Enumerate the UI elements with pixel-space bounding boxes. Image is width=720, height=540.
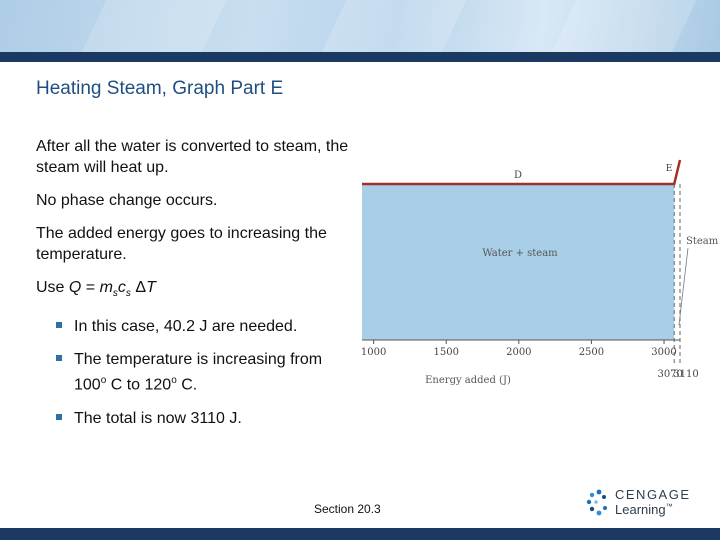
bullet-text-1: In this case, 40.2 J are needed. <box>74 318 298 336</box>
formula-line: Use Q = mscs ΔT <box>36 277 356 304</box>
x-tick-label: 3000 <box>651 347 676 358</box>
bullet-list: In this case, 40.2 J are needed. The tem… <box>36 316 356 428</box>
logo-learning-text: Learning <box>615 502 666 517</box>
formula-q: Q <box>68 279 82 296</box>
x-tick-label: 1500 <box>433 347 458 358</box>
formula-t: T <box>146 279 156 296</box>
formula-m: m <box>99 279 113 296</box>
slide-title: Heating Steam, Graph Part E <box>36 78 284 99</box>
logo-word-cengage: CENGAGE <box>615 487 691 502</box>
x-tick-label: 3110 <box>673 369 698 380</box>
paragraph-3: The added energy goes to increasing the … <box>36 225 327 263</box>
slide-body: After all the water is converted to stea… <box>36 136 356 441</box>
formula-delta: Δ <box>130 279 147 296</box>
water-steam-region <box>362 184 675 340</box>
degree-sup-1: o <box>100 375 107 387</box>
steam-label: Steam <box>686 236 719 247</box>
square-bullet-icon <box>56 413 62 420</box>
bullet-item-3: The total is now 3110 J. <box>56 408 356 429</box>
formula-equals: = <box>81 279 100 296</box>
logo-tm: ™ <box>665 503 673 511</box>
bullet-text-2c: C. <box>176 376 198 394</box>
x-tick-label: 2000 <box>506 347 531 358</box>
square-bullet-icon <box>56 322 62 329</box>
x-tick-label: 1000 <box>361 347 386 358</box>
temperature-line <box>362 159 682 186</box>
cengage-dots-icon <box>586 489 607 516</box>
header-bar <box>0 52 720 62</box>
bullet-item-1: In this case, 40.2 J are needed. <box>56 316 356 337</box>
x-tick-label: 3070 <box>657 369 682 380</box>
cengage-logo: CENGAGE Learning™ <box>585 486 695 520</box>
logo-word-learning: Learning™ <box>615 502 673 517</box>
bullet-item-2: The temperature is increasing from 100o … <box>56 349 356 395</box>
section-number: Section 20.3 <box>314 502 381 516</box>
bullet-text-2b: C to 120 <box>106 376 172 394</box>
region-label-d: D <box>514 170 522 181</box>
formula-c: c <box>117 279 126 296</box>
bullet-text-3: The total is now 3110 J. <box>74 409 242 427</box>
paragraph-1: After all the water is converted to stea… <box>36 138 349 176</box>
x-axis-title: Energy added (J) <box>425 375 511 386</box>
x-tick-label: 2500 <box>579 347 604 358</box>
paragraph-2: No phase change occurs. <box>36 192 218 209</box>
steam-pointer-line <box>678 247 689 326</box>
square-bullet-icon <box>56 355 62 362</box>
formula-m-sub: s <box>112 288 118 300</box>
header-banner <box>0 0 720 52</box>
bullet-text-2a: The temperature is increasing from 100 <box>74 351 323 394</box>
footer-bar <box>0 528 720 540</box>
formula-c-sub: s <box>125 288 131 300</box>
degree-sup-2: o <box>171 375 177 387</box>
fill-label: Water + steam <box>482 248 558 259</box>
region-label-e: E <box>666 164 673 174</box>
formula-prefix: Use <box>36 279 69 296</box>
